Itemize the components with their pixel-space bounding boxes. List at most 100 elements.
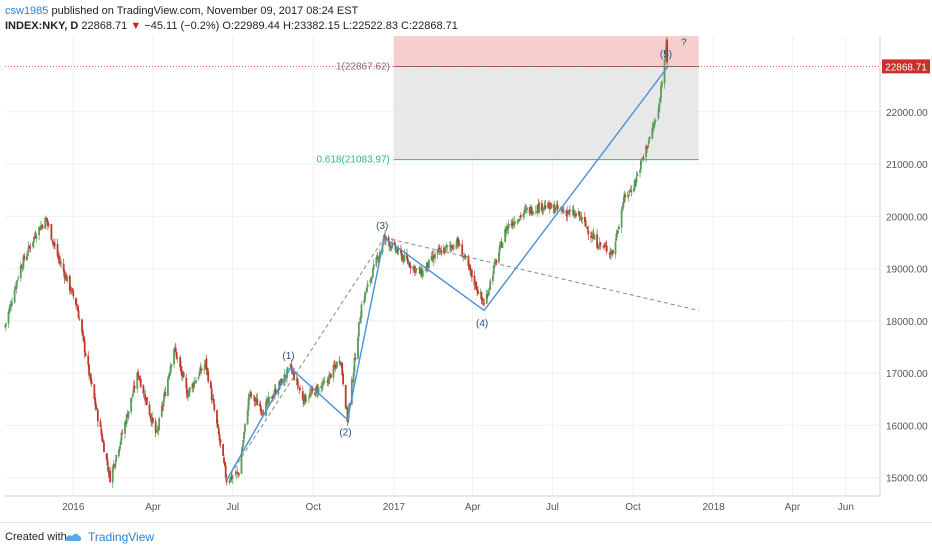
wave-label: ? bbox=[681, 37, 687, 48]
candle-body bbox=[470, 269, 473, 278]
candle-body bbox=[236, 471, 239, 473]
candle-body bbox=[562, 210, 565, 213]
x-tick-label: 2016 bbox=[62, 502, 85, 513]
candle-body bbox=[654, 119, 657, 121]
candle-body bbox=[596, 234, 598, 248]
candle-body bbox=[513, 220, 516, 225]
high-value: H:23382.15 bbox=[282, 20, 340, 32]
candle-body bbox=[408, 263, 411, 268]
y-tick-label: 17000.00 bbox=[886, 369, 928, 380]
range-zone bbox=[393, 66, 699, 160]
candle-body bbox=[440, 250, 443, 255]
candle-body bbox=[599, 243, 602, 245]
tradingview-brand-link[interactable]: TradingView bbox=[88, 530, 155, 544]
candle-body bbox=[210, 388, 213, 400]
candle-body bbox=[353, 357, 356, 372]
author-link[interactable]: csw1985 bbox=[5, 5, 49, 17]
candle-body bbox=[163, 392, 166, 399]
candle-body bbox=[279, 383, 281, 385]
candle-body bbox=[54, 243, 56, 246]
candle-body bbox=[560, 209, 563, 210]
candle-body bbox=[555, 206, 557, 211]
candle-body bbox=[315, 386, 318, 388]
candle-body bbox=[464, 255, 467, 258]
candle-body bbox=[393, 241, 396, 245]
candle-body bbox=[480, 291, 483, 299]
candle-body bbox=[636, 174, 639, 176]
candle-body bbox=[648, 137, 651, 140]
change-value: −45.11 (−0.2%) bbox=[144, 20, 220, 32]
y-tick-label: 19000.00 bbox=[886, 265, 928, 276]
candle-body bbox=[378, 255, 380, 261]
candle-body bbox=[13, 289, 16, 303]
wave-label: (4) bbox=[476, 318, 488, 329]
chart-header: csw1985 published on TradingView.com, No… bbox=[0, 0, 932, 36]
candle-body bbox=[597, 247, 600, 249]
candle-body bbox=[38, 226, 41, 236]
candle-body bbox=[16, 280, 19, 283]
change-arrow-icon: ▼ bbox=[130, 20, 142, 32]
candle-body bbox=[602, 246, 605, 247]
elliott-wave-line bbox=[225, 66, 669, 481]
candle-body bbox=[138, 375, 140, 378]
candle-body bbox=[62, 263, 65, 272]
candle-body bbox=[56, 243, 59, 256]
candle-body bbox=[391, 242, 394, 248]
candle-body bbox=[659, 99, 662, 102]
candle-body bbox=[357, 337, 359, 359]
candle-body bbox=[544, 205, 547, 209]
candle-body bbox=[59, 261, 62, 264]
candle-body bbox=[517, 222, 520, 223]
candle-body bbox=[586, 227, 589, 230]
candle-body bbox=[658, 103, 661, 112]
candle-body bbox=[203, 364, 206, 370]
candle-body bbox=[7, 311, 10, 324]
candle-body bbox=[389, 245, 392, 248]
price-chart[interactable]: 1(22867.62) 0.618(21083.97) (1) (2) (3) (4) (5… bbox=[0, 0, 932, 522]
candle-body bbox=[246, 410, 249, 425]
candle-body bbox=[179, 357, 182, 367]
candle-body bbox=[185, 377, 188, 389]
candle-body bbox=[485, 293, 488, 304]
candle-body bbox=[477, 290, 479, 295]
candle-body bbox=[137, 372, 140, 377]
candle-body bbox=[223, 457, 225, 463]
candle-body bbox=[39, 228, 41, 231]
candle-body bbox=[75, 297, 77, 305]
candle-body bbox=[407, 259, 409, 264]
candle-body bbox=[308, 392, 311, 398]
candle-body bbox=[117, 449, 120, 457]
candle-body bbox=[77, 310, 80, 319]
candle-body bbox=[372, 264, 375, 269]
candle-body bbox=[436, 249, 439, 255]
candle-body bbox=[550, 204, 553, 208]
candle-body bbox=[297, 386, 300, 388]
candle-body bbox=[519, 215, 522, 218]
candle-body bbox=[329, 374, 332, 379]
candle-body bbox=[469, 264, 471, 271]
candle-body bbox=[96, 409, 99, 422]
candle-body bbox=[90, 381, 93, 384]
candle-body bbox=[254, 400, 257, 402]
candle-body bbox=[400, 252, 403, 260]
candle-body bbox=[15, 281, 18, 290]
candle-body bbox=[234, 474, 237, 476]
candle-body bbox=[188, 387, 191, 393]
candle-body bbox=[33, 236, 35, 243]
candle-body bbox=[133, 385, 136, 389]
candle-body bbox=[154, 421, 157, 433]
candle-body bbox=[647, 140, 650, 145]
candle-body bbox=[181, 370, 183, 377]
candle-body bbox=[421, 270, 424, 277]
candle-body bbox=[35, 236, 38, 239]
candle-body bbox=[95, 404, 97, 410]
candle-body bbox=[17, 277, 20, 279]
candle-body bbox=[109, 470, 112, 483]
candle-body bbox=[274, 388, 277, 395]
y-tick-label: 16000.00 bbox=[886, 421, 928, 432]
candle-body bbox=[593, 235, 596, 240]
candle-body bbox=[584, 220, 587, 227]
candle-body bbox=[428, 259, 430, 268]
candle-body bbox=[292, 372, 295, 373]
candle-body bbox=[639, 170, 641, 173]
